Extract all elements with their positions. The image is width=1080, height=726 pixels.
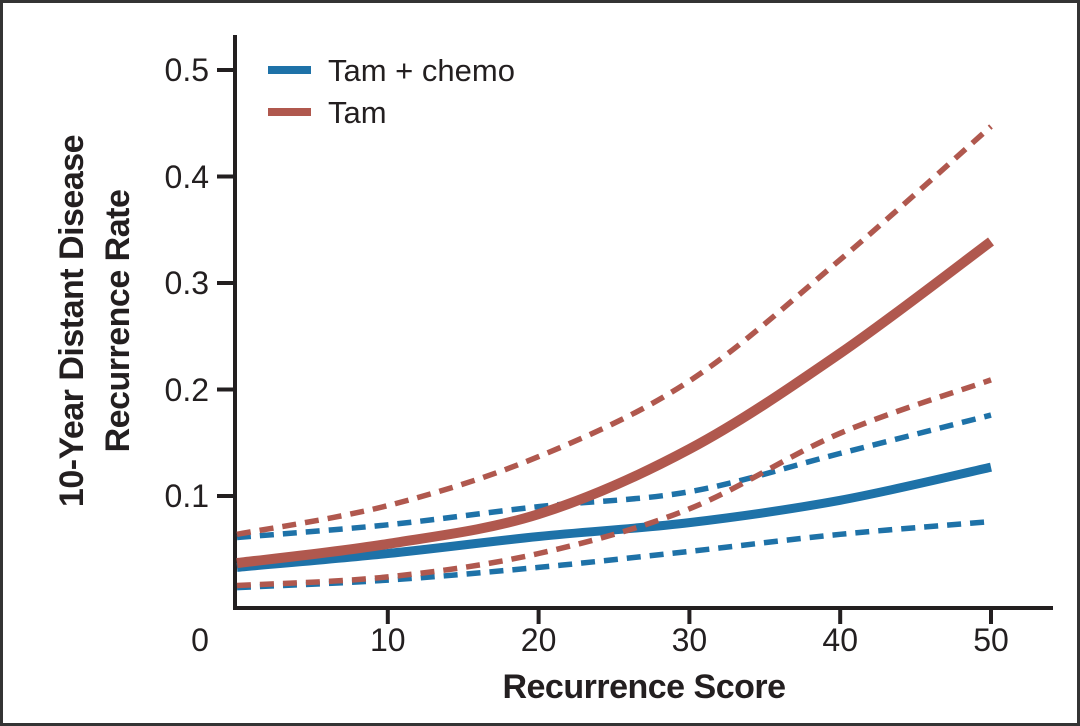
y-axis-title-line1: 10-Year Distant Disease (53, 134, 91, 508)
x-tick-label: 10 (370, 622, 406, 658)
x-tick-label: 40 (822, 622, 858, 658)
legend-label: Tam (328, 94, 387, 130)
legend-item-tam: Tam (268, 91, 515, 133)
tam-chemo-line-swatch (268, 66, 311, 74)
x-axis-title: Recurrence Score (502, 668, 786, 706)
tam-line-swatch (268, 108, 311, 116)
series-tam-chemo (236, 462, 992, 572)
series-tam-chemo-lower-95-ci (236, 518, 992, 591)
legend-item-tam-chemo: Tam + chemo (268, 49, 515, 91)
legend-label: Tam + chemo (328, 52, 515, 88)
series-tam-upper-95-ci (236, 124, 993, 538)
x-tick-label: 0 (191, 622, 209, 658)
x-tick-label: 30 (671, 622, 708, 658)
y-tick-label: 0.4 (164, 158, 209, 195)
x-tick-label: 20 (520, 622, 557, 658)
y-tick-label: 0.3 (164, 265, 209, 301)
y-tick-label: 0.1 (164, 478, 209, 514)
series-tam-chemo-upper-95-ci (236, 412, 992, 541)
series-tam (236, 237, 994, 569)
chart-plot-area (217, 35, 1053, 624)
y-tick-label: 0.2 (164, 371, 209, 408)
y-axis-title-line2: Recurrence Rate (99, 189, 137, 453)
y-tick-label: 0.5 (164, 52, 209, 88)
axis-spines (233, 35, 1053, 610)
y-axis-title: 10-Year Distant Disease Recurrence Rate (49, 32, 143, 610)
series-tam-lower-95-ci (236, 377, 992, 589)
x-tick-label: 50 (973, 622, 1009, 658)
legend: Tam + chemo Tam (268, 49, 515, 133)
